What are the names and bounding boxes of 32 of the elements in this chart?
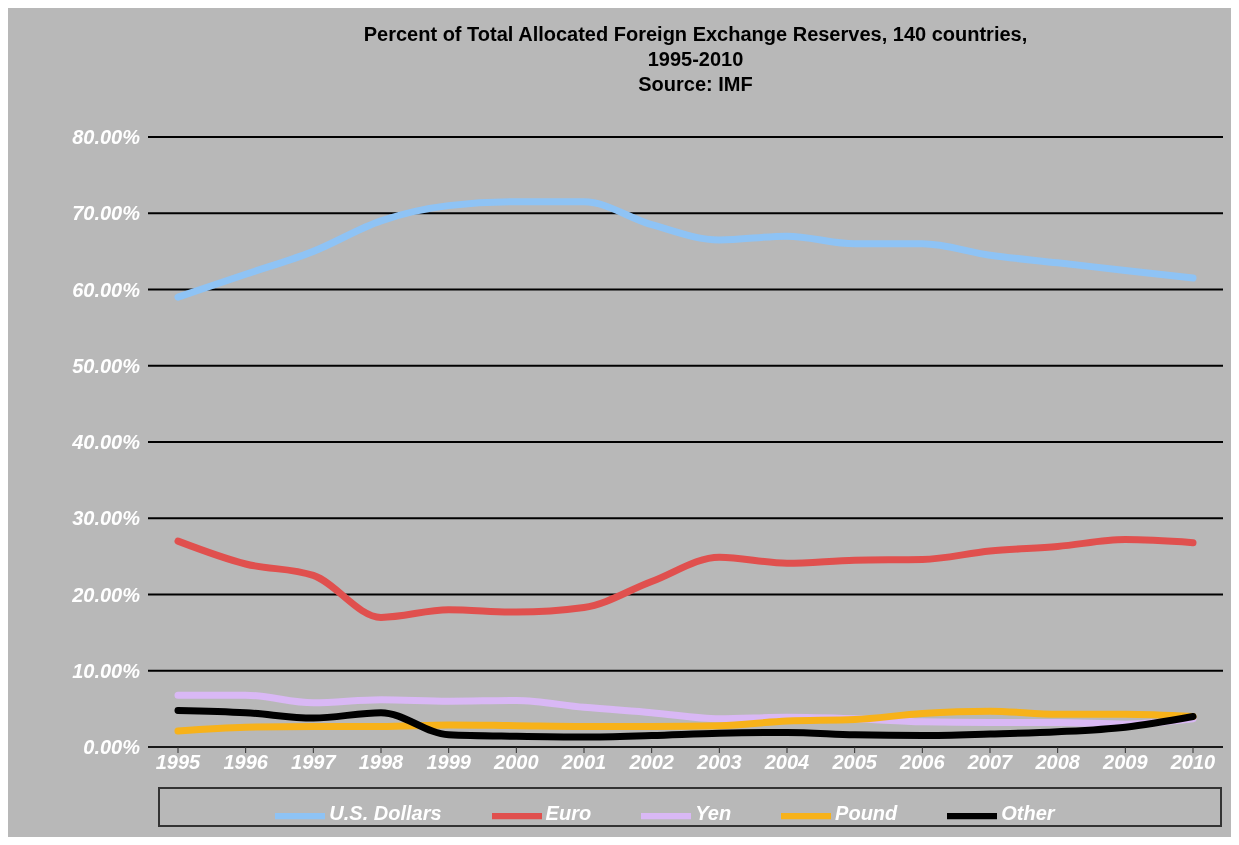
y-tick-label: 50.00% bbox=[72, 354, 141, 377]
x-tick-label: 2010 bbox=[1169, 751, 1216, 774]
chart-subtitle: Source: IMF bbox=[637, 72, 754, 97]
x-tick-label: 1997 bbox=[291, 751, 337, 774]
chart-title: Percent of Total Allocated Foreign Exchange Reserves, 140 countries, 1995-2010 bbox=[362, 22, 1029, 72]
y-tick-label: 80.00% bbox=[72, 126, 141, 149]
legend-label: U.S. Dollars bbox=[329, 802, 442, 825]
x-tick-label: 2008 bbox=[1034, 751, 1081, 774]
x-tick-label: 2007 bbox=[966, 751, 1014, 774]
x-tick-label: 1995 bbox=[155, 751, 202, 774]
x-tick-label: 2000 bbox=[493, 751, 539, 774]
y-tick-label: 60.00% bbox=[72, 278, 141, 301]
x-tick-label: 2005 bbox=[831, 751, 878, 774]
x-tick-label: 1998 bbox=[358, 751, 405, 774]
x-tick-label: 2001 bbox=[560, 751, 607, 774]
y-tick-label: 30.00% bbox=[72, 507, 141, 530]
x-tick-label: 1999 bbox=[426, 751, 472, 774]
x-tick-label: 2006 bbox=[899, 751, 946, 774]
y-tick-label: 0.00% bbox=[83, 736, 141, 759]
legend-label: Pound bbox=[835, 802, 898, 825]
y-tick-label: 70.00% bbox=[72, 202, 141, 225]
x-tick-label: 2009 bbox=[1102, 751, 1149, 774]
y-tick-label: 20.00% bbox=[71, 583, 141, 606]
legend-label: Euro bbox=[545, 802, 592, 825]
x-tick-label: 2002 bbox=[628, 751, 674, 774]
x-tick-label: 2004 bbox=[763, 751, 810, 774]
legend-label: Yen bbox=[695, 802, 732, 825]
x-tick-label: 1996 bbox=[223, 751, 269, 774]
y-tick-label: 10.00% bbox=[72, 659, 141, 682]
y-tick-label: 40.00% bbox=[71, 431, 141, 454]
legend-label: Other bbox=[1001, 802, 1055, 825]
x-tick-label: 2003 bbox=[696, 751, 742, 774]
